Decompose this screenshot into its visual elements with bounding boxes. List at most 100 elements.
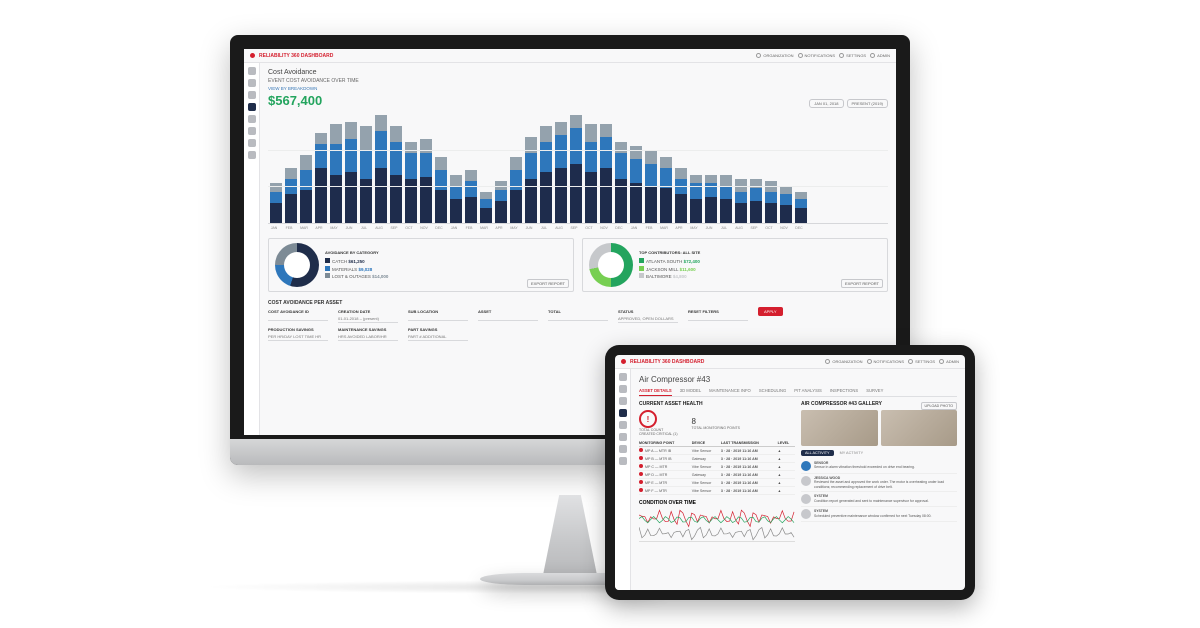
chart-bar [600, 124, 612, 223]
sidebar-nav-item[interactable] [619, 433, 627, 441]
filter-field[interactable]: CREATION DATE01-01-2018 – (present) [338, 309, 398, 323]
filter-field[interactable]: SUB LOCATION [408, 309, 468, 323]
asset-tab[interactable]: 3D MODEL [680, 386, 701, 396]
sidebar-nav-item[interactable] [619, 409, 627, 417]
top-contributors-card: TOP CONTRIBUTORS: ALL SITEATLANTA SOUTH … [582, 238, 888, 292]
topbar-org[interactable]: ORGANIZATION [825, 359, 862, 364]
chart-bar [690, 175, 702, 223]
activity-tab-mine[interactable]: MY ACTIVITY [840, 451, 864, 455]
activity-tab-all[interactable]: ALL ACTIVITY [801, 450, 834, 456]
export-report-button[interactable]: EXPORT REPORT [841, 279, 883, 288]
table-row[interactable]: MP F — MTRVibe Sensor3 · 28 · 2019 11:16… [639, 487, 795, 495]
avatar [801, 509, 811, 519]
gear-icon [839, 53, 844, 58]
topbar-org[interactable]: ORGANIZATION [756, 53, 793, 58]
gallery [801, 410, 957, 446]
chart-bar [390, 126, 402, 223]
filter-field[interactable]: RESET FILTERS [688, 309, 748, 323]
topbar-admin[interactable]: ADMIN [939, 359, 959, 364]
chart-bar [270, 183, 282, 223]
date-start[interactable]: JAN 01, 2018 [809, 99, 843, 108]
chart-bar [795, 192, 807, 223]
topbar-settings[interactable]: SETTINGS [839, 53, 866, 58]
activity-item[interactable]: SYSTEMScheduled preventive maintenance w… [801, 507, 957, 522]
chart-bar [330, 124, 342, 223]
chart-bar [480, 192, 492, 223]
asset-title: Air Compressor #43 [639, 375, 957, 384]
asset-tab[interactable]: SURVEY [866, 386, 883, 396]
sidebar-nav-item[interactable] [248, 79, 256, 87]
filter-field[interactable]: STATUSAPPROVED, OPEN DOLLARS [618, 309, 678, 323]
asset-tabs: ASSET DETAILS 3D MODEL MAINTENANCE INFO SCH… [639, 386, 957, 397]
sidebar-nav-item[interactable] [619, 385, 627, 393]
export-report-button[interactable]: EXPORT REPORT [527, 279, 569, 288]
points-label: TOTAL MONITORING POINTS [692, 426, 741, 430]
filter-field[interactable]: TOTAL [548, 309, 608, 323]
filter-field[interactable]: COST AVOIDANCE ID [268, 309, 328, 323]
sidebar-nav-item[interactable] [248, 139, 256, 147]
chart-bar [555, 122, 567, 223]
chart-bar [615, 142, 627, 223]
upload-photo-button[interactable]: UPLOAD PHOTO [921, 402, 958, 410]
apply-button[interactable]: APPLY [758, 307, 783, 316]
chart-bar [735, 179, 747, 223]
sidebar-nav-item[interactable] [248, 115, 256, 123]
table-row[interactable]: MP C — MTRVibe Sensor3 · 28 · 2019 11:16… [639, 463, 795, 471]
condition-over-time-title: CONDITION OVER TIME [639, 500, 795, 506]
user-icon [939, 359, 944, 364]
section-title: EVENT COST AVOIDANCE OVER TIME [268, 78, 359, 84]
gallery-photo[interactable] [881, 410, 958, 446]
filter-field[interactable]: PART SAVINGSPART # ADDITIONAL [408, 327, 468, 341]
table-row[interactable]: MP B — MTR IBGateway3 · 28 · 2019 11:16 … [639, 455, 795, 463]
asset-tab[interactable]: MAINTENANCE INFO [709, 386, 751, 396]
asset-tab[interactable]: PIT ANALYSIS [794, 386, 822, 396]
chart-bar [705, 175, 717, 223]
date-end[interactable]: PRESENT (2019) [847, 99, 889, 108]
table-row[interactable]: MP E — MTRVibe Sensor3 · 28 · 2019 11:16… [639, 479, 795, 487]
sidebar-nav-item[interactable] [248, 127, 256, 135]
chart-bar [435, 157, 447, 223]
chart-bar [345, 122, 357, 223]
topbar-notifications[interactable]: NOTIFICATIONS [798, 53, 836, 58]
gallery-photo[interactable] [801, 410, 878, 446]
chart-bar [510, 157, 522, 223]
chart-bar [405, 142, 417, 223]
brand-icon [621, 359, 626, 364]
sidebar-nav-item[interactable] [248, 67, 256, 75]
chart-bar [525, 137, 537, 223]
filter-field[interactable]: MAINTENANCE SAVINGSHRS AVOIDED LABOR/HR [338, 327, 398, 341]
sidebar-nav-item[interactable] [619, 421, 627, 429]
view-breakdown-link[interactable]: VIEW BY BREAKDOWN [268, 86, 359, 91]
chart-bar [765, 181, 777, 223]
chart-bar [570, 115, 582, 223]
filters-title: COST AVOIDANCE PER ASSET [268, 300, 888, 306]
sidebar-nav-item[interactable] [619, 373, 627, 381]
sidebar-nav-item[interactable] [248, 91, 256, 99]
activity-tabs: ALL ACTIVITY MY ACTIVITY [801, 450, 957, 456]
asset-tab[interactable]: INSPECTIONS [830, 386, 858, 396]
tablet-screen: RELIABILITY 360 DASHBOARD ORGANIZATION N… [615, 355, 965, 590]
filter-field[interactable]: ASSET [478, 309, 538, 323]
sidebar-nav-item[interactable] [248, 103, 256, 111]
sidebar-nav-item[interactable] [248, 151, 256, 159]
chart-bar [780, 186, 792, 223]
activity-item[interactable]: SENSORSensor in alarm vibration threshol… [801, 459, 957, 474]
topbar-notifications[interactable]: NOTIFICATIONS [867, 359, 905, 364]
activity-item[interactable]: JESSICA WOODReviewed the asset and appro… [801, 474, 957, 492]
table-row[interactable]: MP A — MTR IBVibe Sensor3 · 28 · 2019 11… [639, 447, 795, 455]
topbar: RELIABILITY 360 DASHBOARD ORGANIZATION N… [244, 49, 896, 63]
table-row[interactable]: MP D — MTRGateway3 · 28 · 2019 11:16 AM▲ [639, 471, 795, 479]
activity-item[interactable]: SYSTEMCondition report generated and sen… [801, 492, 957, 507]
sidebar-nav-item[interactable] [619, 445, 627, 453]
tablet-device: RELIABILITY 360 DASHBOARD ORGANIZATION N… [605, 345, 975, 600]
asset-tab[interactable]: ASSET DETAILS [639, 386, 672, 396]
donut-chart-category [275, 243, 319, 287]
filter-field[interactable]: PRODUCTION SAVINGSPER HR/DAY LOST TIME H… [268, 327, 328, 341]
topbar-admin[interactable]: ADMIN [870, 53, 890, 58]
topbar-settings[interactable]: SETTINGS [908, 359, 935, 364]
donut-chart-contributors [589, 243, 633, 287]
sidebar-nav-item[interactable] [619, 457, 627, 465]
sidebar-nav-item[interactable] [619, 397, 627, 405]
brand-name: RELIABILITY 360 DASHBOARD [630, 359, 704, 365]
asset-tab[interactable]: SCHEDULING [759, 386, 786, 396]
